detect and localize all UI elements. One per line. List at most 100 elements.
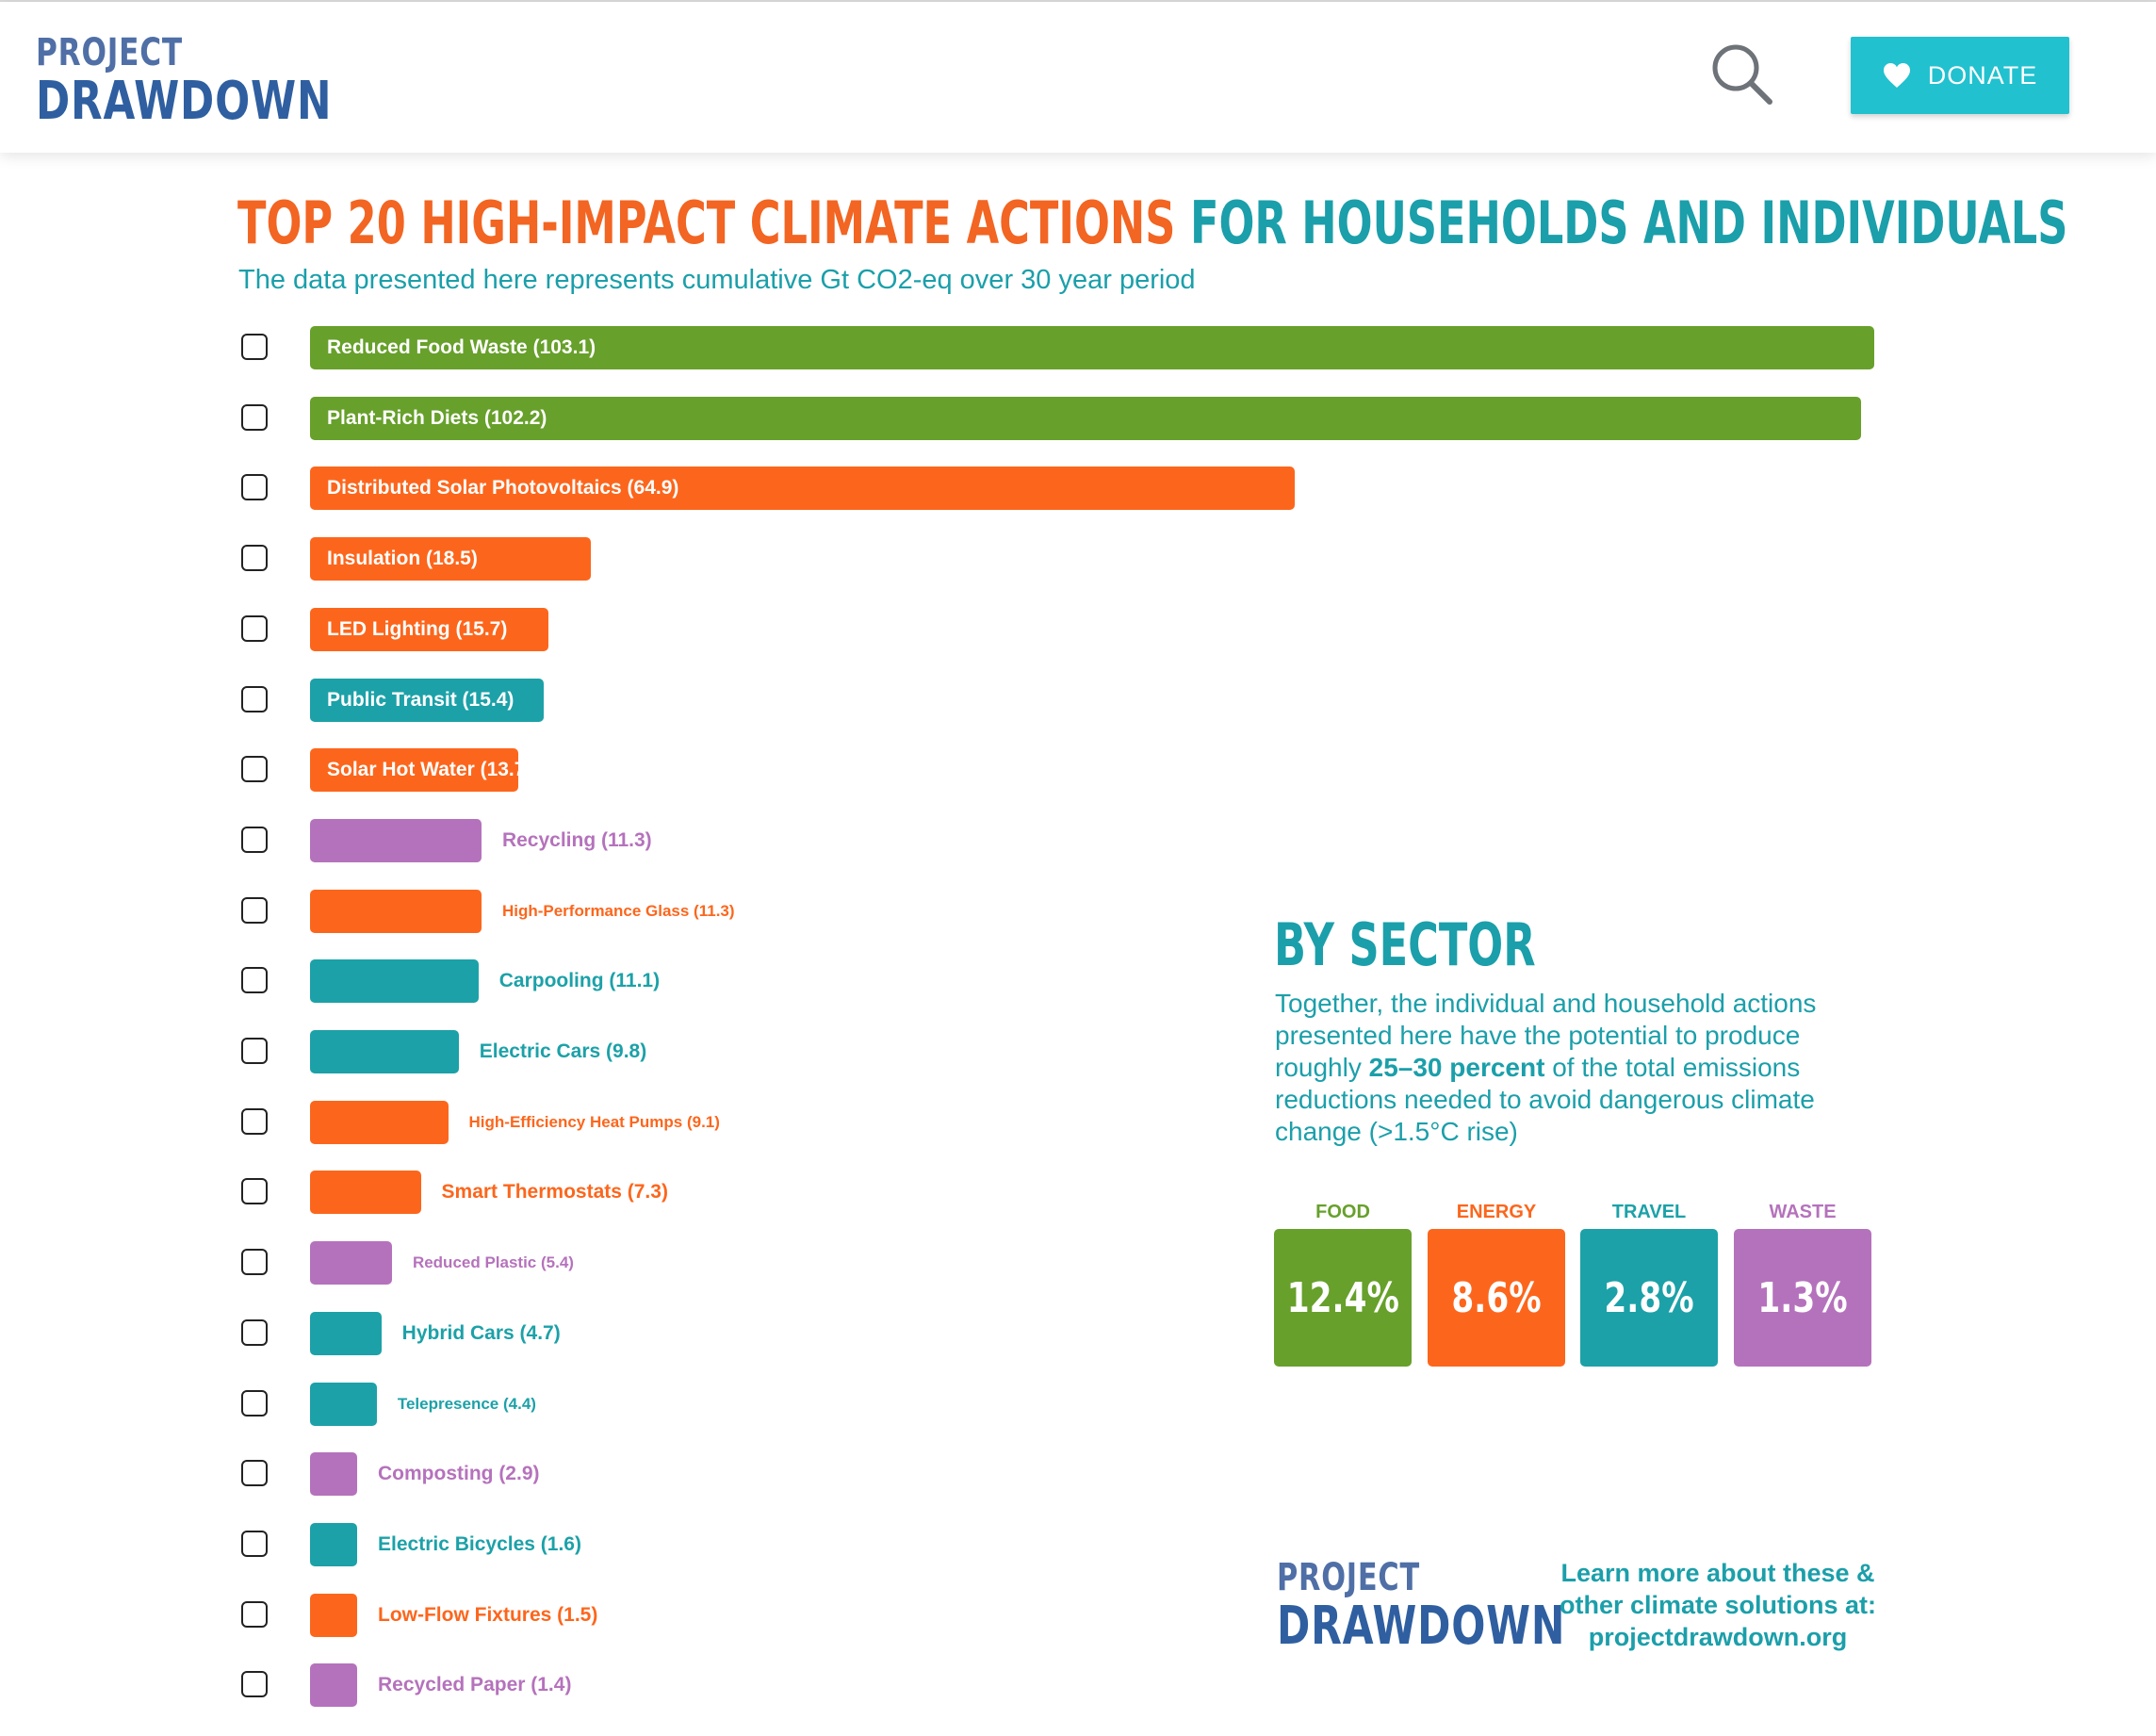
action-checkbox[interactable] <box>241 1389 268 1417</box>
sector-tile-waste: WASTE 1.3% <box>1734 1199 1871 1367</box>
logo-line-1: PROJECT <box>1277 1556 1420 1599</box>
bar-label: Solar Hot Water (13.7) <box>327 759 532 781</box>
footer-project-drawdown-logo[interactable]: PROJECT DRAWDOWN <box>1277 1559 1657 1653</box>
top-border <box>0 0 2156 2</box>
action-checkbox[interactable] <box>241 545 268 572</box>
action-checkbox[interactable] <box>241 334 268 360</box>
bar-label: Plant-Rich Diets (102.2) <box>327 406 547 429</box>
bar-label: Reduced Food Waste (103.1) <box>327 336 596 358</box>
search-icon <box>1712 44 1772 105</box>
chart-bar <box>310 1382 377 1426</box>
bar-label: Electric Bicycles (1.6) <box>378 1532 581 1555</box>
by-sector-description: Together, the individual and household a… <box>1275 988 1878 1148</box>
bar-label: Hybrid Cars (4.7) <box>401 1321 561 1344</box>
chart-bar <box>310 396 1861 440</box>
desc-text-2: of the total emissions reductions needed… <box>1275 1053 1815 1146</box>
chart-bar <box>310 889 482 933</box>
chart-bar <box>310 467 1295 511</box>
logo-line-2: DRAWDOWN <box>36 71 333 132</box>
learn-more-link[interactable]: projectdrawdown.org <box>1588 1623 1848 1651</box>
action-checkbox[interactable] <box>241 896 268 924</box>
bar-label: Electric Cars (9.8) <box>479 1040 647 1062</box>
chart-bar <box>310 607 548 651</box>
chart-bar <box>310 537 591 581</box>
sector-tile-travel: TRAVEL 2.8% <box>1580 1199 1718 1367</box>
bar-label: High-Performance Glass (11.3) <box>501 901 735 920</box>
action-checkbox[interactable] <box>241 1671 268 1698</box>
action-checkbox[interactable] <box>241 1178 268 1205</box>
heart-icon <box>1883 63 1910 88</box>
chart-bar <box>310 1663 357 1708</box>
chart-bar <box>310 1593 357 1637</box>
bar-label: Telepresence (4.4) <box>397 1394 536 1413</box>
chart-bar <box>310 748 518 793</box>
sector-tile-energy: ENERGY 8.6% <box>1428 1199 1565 1367</box>
donate-button[interactable]: DONATE <box>1851 37 2069 114</box>
action-checkbox[interactable] <box>241 474 268 501</box>
tile-value: 1.3% <box>1757 1273 1848 1322</box>
action-checkbox[interactable] <box>241 1318 268 1346</box>
logo-line-1: PROJECT <box>36 31 183 74</box>
logo-line-2: DRAWDOWN <box>1277 1596 1566 1657</box>
tile-box: 1.3% <box>1734 1229 1871 1367</box>
chart-bar <box>310 1522 357 1566</box>
bar-label: Recycling (11.3) <box>501 828 652 851</box>
learn-more-line-2: other climate solutions at: <box>1559 1591 1877 1619</box>
learn-more-line-1: Learn more about these & <box>1560 1559 1875 1587</box>
action-checkbox[interactable] <box>241 967 268 994</box>
bar-label: High-Efficiency Heat Pumps (9.1) <box>468 1112 720 1131</box>
chart-bar <box>310 1171 421 1215</box>
tile-label: TRAVEL <box>1611 1202 1687 1222</box>
action-checkbox[interactable] <box>241 1600 268 1628</box>
search-button[interactable] <box>1707 40 1775 107</box>
tile-box: 8.6% <box>1428 1229 1565 1367</box>
chart-bar <box>310 326 1874 369</box>
page-subtitle: The data presented here represents cumul… <box>238 265 1196 295</box>
learn-more: Learn more about these & other climate s… <box>1545 1557 1890 1653</box>
bar-label: Recycled Paper (1.4) <box>378 1674 572 1696</box>
chart-bar <box>310 959 479 1004</box>
action-checkbox[interactable] <box>241 1107 268 1135</box>
action-checkbox[interactable] <box>241 1530 268 1557</box>
tile-label: FOOD <box>1315 1202 1370 1222</box>
bar-label: Low-Flow Fixtures (1.5) <box>378 1603 598 1626</box>
bar-label: Smart Thermostats (7.3) <box>441 1181 668 1204</box>
action-checkbox[interactable] <box>241 826 268 853</box>
desc-bold: 25–30 percent <box>1368 1053 1545 1082</box>
action-checkbox[interactable] <box>241 403 268 431</box>
chart-bar <box>310 1030 459 1073</box>
chart-bar <box>310 678 544 722</box>
title-part-2: FOR HOUSEHOLDS AND INDIVIDUALS <box>1189 188 2068 257</box>
by-sector-title: BY SECTOR <box>1274 910 1536 979</box>
desc-text-1: Together, the individual and household a… <box>1275 989 1817 1082</box>
donate-label: DONATE <box>1927 60 2038 90</box>
action-checkbox[interactable] <box>241 1460 268 1487</box>
tile-box: 2.8% <box>1580 1229 1718 1367</box>
action-checkbox[interactable] <box>241 685 268 712</box>
bar-label: Public Transit (15.4) <box>327 688 514 711</box>
tile-value: 2.8% <box>1604 1273 1694 1322</box>
bar-label: Carpooling (11.1) <box>498 970 661 992</box>
chart-bar <box>310 1100 449 1144</box>
title-part-1: TOP 20 HIGH-IMPACT CLIMATE ACTIONS <box>237 188 1176 257</box>
bar-label: Insulation (18.5) <box>327 548 478 570</box>
chart-bar <box>310 1452 357 1497</box>
tile-value: 12.4% <box>1286 1273 1399 1322</box>
page-title: TOP 20 HIGH-IMPACT CLIMATE ACTIONS FOR H… <box>237 194 2067 253</box>
project-drawdown-logo[interactable]: PROJECT DRAWDOWN <box>36 34 416 128</box>
chart-bar <box>310 818 482 862</box>
action-checkbox[interactable] <box>241 614 268 642</box>
tile-value: 8.6% <box>1451 1273 1542 1322</box>
action-checkbox[interactable] <box>241 1249 268 1276</box>
tile-label: ENERGY <box>1456 1202 1537 1222</box>
bar-label: LED Lighting (15.7) <box>327 617 508 640</box>
tile-label: WASTE <box>1769 1202 1837 1222</box>
bar-label: Composting (2.9) <box>378 1463 540 1485</box>
action-checkbox[interactable] <box>241 756 268 783</box>
bar-label: Reduced Plastic (5.4) <box>412 1253 574 1272</box>
action-checkbox[interactable] <box>241 1038 268 1064</box>
bar-label: Distributed Solar Photovoltaics (64.9) <box>327 477 679 500</box>
chart-bar <box>310 1241 392 1286</box>
sector-tile-food: FOOD 12.4% <box>1274 1199 1412 1367</box>
